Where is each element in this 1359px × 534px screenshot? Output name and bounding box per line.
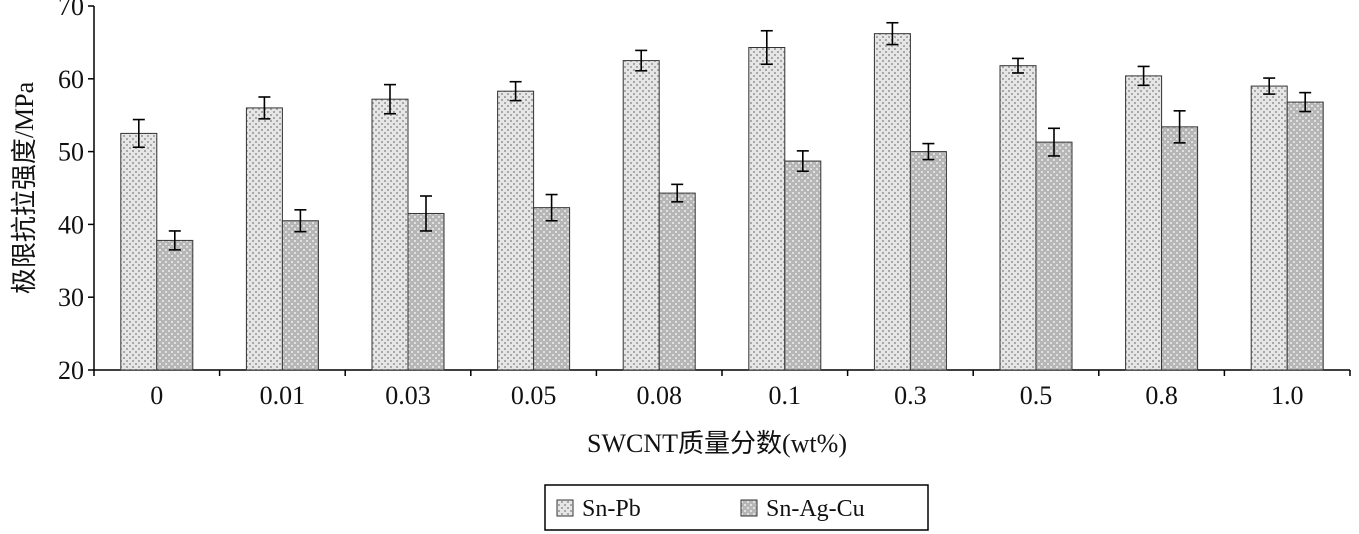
x-tick-label: 0.8 bbox=[1145, 381, 1178, 410]
x-tick-label: 0.05 bbox=[511, 381, 557, 410]
bar-sn-pb-7 bbox=[999, 65, 1037, 371]
x-tick-label: 0.3 bbox=[894, 381, 927, 410]
bar-sn-pb-5 bbox=[748, 46, 786, 371]
x-axis-title: SWCNT质量分数(wt%) bbox=[587, 429, 847, 458]
x-tick-label: 0.5 bbox=[1020, 381, 1053, 410]
bar-sn-pb-6 bbox=[873, 33, 911, 371]
bar-sn-pb-9 bbox=[1250, 85, 1288, 371]
bar-sn-ag-cu-2 bbox=[407, 212, 445, 371]
y-tick-label: 70 bbox=[58, 0, 84, 21]
y-tick-label: 20 bbox=[58, 356, 84, 385]
y-tick-label: 60 bbox=[58, 65, 84, 94]
bar-sn-pb-2 bbox=[371, 98, 409, 371]
bar-sn-ag-cu-9 bbox=[1286, 101, 1324, 371]
legend-box bbox=[544, 484, 929, 531]
y-tick-label: 40 bbox=[58, 210, 84, 239]
x-tick-label: 0.1 bbox=[769, 381, 802, 410]
error-bars bbox=[132, 21, 1312, 251]
bar-sn-ag-cu-4 bbox=[658, 192, 696, 371]
bar-sn-ag-cu-8 bbox=[1161, 126, 1199, 371]
y-axis-title: 极限抗拉强度/MPa bbox=[10, 81, 39, 294]
legend: Sn-Pb Sn-Ag-Cu bbox=[544, 484, 929, 531]
y-tick-label: 30 bbox=[58, 283, 84, 312]
bar-sn-pb-3 bbox=[497, 90, 535, 371]
legend-label-sn-ag-cu: Sn-Ag-Cu bbox=[766, 496, 865, 522]
bar-sn-pb-4 bbox=[622, 60, 660, 371]
bar-sn-ag-cu-3 bbox=[533, 207, 571, 371]
x-tick-label: 0.08 bbox=[636, 381, 682, 410]
legend-swatch-sn-pb bbox=[556, 499, 574, 517]
bar-sn-ag-cu-6 bbox=[909, 151, 947, 371]
bar-sn-pb-8 bbox=[1125, 75, 1163, 371]
bar-sn-ag-cu-1 bbox=[281, 220, 319, 371]
legend-swatch-sn-ag-cu bbox=[740, 499, 758, 517]
y-tick-label: 50 bbox=[58, 138, 84, 167]
x-tick-label: 0.01 bbox=[260, 381, 306, 410]
bar-sn-ag-cu-5 bbox=[784, 160, 822, 371]
bar-sn-pb-0 bbox=[120, 132, 158, 371]
x-tick-label: 0 bbox=[150, 381, 163, 410]
bar-sn-ag-cu-7 bbox=[1035, 141, 1073, 371]
y-axis: 20 30 40 50 60 70 bbox=[58, 0, 95, 385]
bar-sn-ag-cu-0 bbox=[156, 239, 194, 371]
x-tick-label: 1.0 bbox=[1271, 381, 1304, 410]
x-axis: 0 0.01 0.03 0.05 0.08 0.1 0.3 0.5 0.8 1.0 bbox=[93, 369, 1351, 410]
legend-label-sn-pb: Sn-Pb bbox=[582, 496, 641, 522]
x-tick-label: 0.03 bbox=[385, 381, 431, 410]
bar-sn-pb-1 bbox=[245, 107, 283, 371]
